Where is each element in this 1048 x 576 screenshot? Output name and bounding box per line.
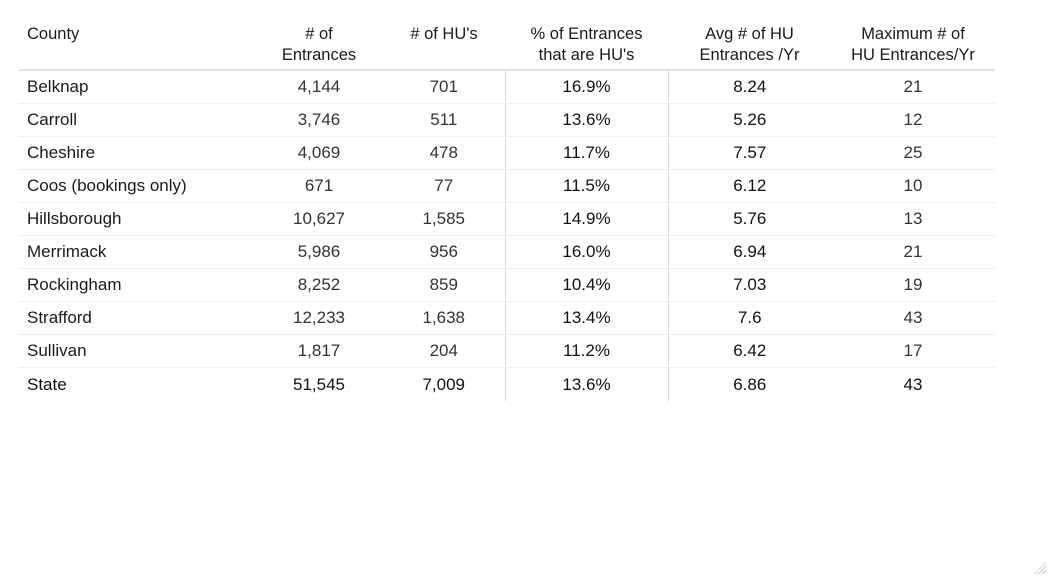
cell-county: State <box>19 367 255 401</box>
cell-hus: 478 <box>383 136 505 170</box>
cell-avg-hu-entrances: 5.76 <box>667 202 831 236</box>
cell-hus: 204 <box>383 334 505 368</box>
cell-entrances: 8,252 <box>255 268 383 302</box>
column-header-entrances: # of Entrances <box>255 22 383 71</box>
cell-hus: 77 <box>383 169 505 203</box>
header-line: Entrances /Yr <box>699 46 800 64</box>
table-row: Coos (bookings only) 671 77 11.5% 6.12 10 <box>19 169 995 203</box>
header-line: Maximum # of <box>861 25 965 43</box>
column-header-avg-hu-entrances: Avg # of HU Entrances /Yr <box>668 22 831 71</box>
cell-avg-hu-entrances: 7.6 <box>667 301 831 335</box>
column-header-hus: # of HU's <box>383 22 505 71</box>
cell-max-hu-entrances: 21 <box>831 70 995 104</box>
table-row: Carroll 3,746 511 13.6% 5.26 12 <box>19 103 995 137</box>
cell-county: Coos (bookings only) <box>19 169 255 203</box>
cell-max-hu-entrances: 43 <box>831 367 995 401</box>
cell-avg-hu-entrances: 6.86 <box>667 367 831 401</box>
header-line: # of <box>305 25 333 43</box>
county-entrances-table: County # of Entrances # of HU's % of Ent… <box>19 22 995 401</box>
table-row: Rockingham 8,252 859 10.4% 7.03 19 <box>19 268 995 302</box>
cell-entrances: 3,746 <box>255 103 383 137</box>
cell-county: Strafford <box>19 301 255 335</box>
table-body: Belknap 4,144 701 16.9% 8.24 21 Carroll 3,746 51… <box>19 70 995 401</box>
cell-max-hu-entrances: 12 <box>831 103 995 137</box>
cell-percent-hus: 14.9% <box>504 202 668 236</box>
cell-hus: 7,009 <box>383 367 505 401</box>
total-row: State 51,545 7,009 13.6% 6.86 43 <box>19 367 995 401</box>
table-row: Merrimack 5,986 956 16.0% 6.94 21 <box>19 235 995 269</box>
cell-entrances: 51,545 <box>255 367 383 401</box>
cell-entrances: 10,627 <box>255 202 383 236</box>
cell-hus: 859 <box>383 268 505 302</box>
table-row: Strafford 12,233 1,638 13.4% 7.6 43 <box>19 301 995 335</box>
column-header-county: County <box>19 22 255 71</box>
cell-hus: 956 <box>383 235 505 269</box>
cell-percent-hus: 11.7% <box>504 136 668 170</box>
table-row: Cheshire 4,069 478 11.7% 7.57 25 <box>19 136 995 170</box>
header-row: County # of Entrances # of HU's % of Ent… <box>19 22 995 71</box>
cell-avg-hu-entrances: 8.24 <box>667 70 831 104</box>
cell-county: Rockingham <box>19 268 255 302</box>
header-line: County <box>27 25 80 43</box>
cell-avg-hu-entrances: 7.57 <box>667 136 831 170</box>
cell-entrances: 5,986 <box>255 235 383 269</box>
cell-hus: 1,638 <box>383 301 505 335</box>
cell-percent-hus: 16.0% <box>504 235 668 269</box>
cell-entrances: 4,144 <box>255 70 383 104</box>
cell-hus: 511 <box>383 103 505 137</box>
cell-entrances: 12,233 <box>255 301 383 335</box>
cell-max-hu-entrances: 10 <box>831 169 995 203</box>
cell-avg-hu-entrances: 5.26 <box>667 103 831 137</box>
cell-county: Hillsborough <box>19 202 255 236</box>
cell-max-hu-entrances: 25 <box>831 136 995 170</box>
cell-max-hu-entrances: 19 <box>831 268 995 302</box>
cell-max-hu-entrances: 43 <box>831 301 995 335</box>
cell-entrances: 1,817 <box>255 334 383 368</box>
cell-hus: 701 <box>383 70 505 104</box>
cell-county: Belknap <box>19 70 255 104</box>
cell-percent-hus: 10.4% <box>504 268 668 302</box>
cell-max-hu-entrances: 21 <box>831 235 995 269</box>
cell-max-hu-entrances: 13 <box>831 202 995 236</box>
header-line: HU Entrances/Yr <box>851 46 975 64</box>
cell-entrances: 671 <box>255 169 383 203</box>
cell-percent-hus: 11.2% <box>504 334 668 368</box>
header-line: that are HU's <box>538 46 635 64</box>
cell-county: Sullivan <box>19 334 255 368</box>
cell-avg-hu-entrances: 6.42 <box>667 334 831 368</box>
cell-percent-hus: 11.5% <box>504 169 668 203</box>
cell-county: Cheshire <box>19 136 255 170</box>
table-row: Belknap 4,144 701 16.9% 8.24 21 <box>19 70 995 104</box>
cell-avg-hu-entrances: 7.03 <box>667 268 831 302</box>
column-header-percent-hus: % of Entrances that are HU's <box>505 22 668 71</box>
table-row: Sullivan 1,817 204 11.2% 6.42 17 <box>19 334 995 368</box>
header-line: % of Entrances <box>530 25 643 43</box>
table-row: Hillsborough 10,627 1,585 14.9% 5.76 13 <box>19 202 995 236</box>
cell-max-hu-entrances: 17 <box>831 334 995 368</box>
cell-percent-hus: 13.6% <box>504 103 668 137</box>
cell-entrances: 4,069 <box>255 136 383 170</box>
data-table-container: County # of Entrances # of HU's % of Ent… <box>19 22 995 401</box>
cell-percent-hus: 13.4% <box>504 301 668 335</box>
cell-avg-hu-entrances: 6.12 <box>667 169 831 203</box>
header-line: Entrances <box>281 46 357 64</box>
column-header-max-hu-entrances: Maximum # of HU Entrances/Yr <box>831 22 995 71</box>
cell-county: Carroll <box>19 103 255 137</box>
cell-hus: 1,585 <box>383 202 505 236</box>
cell-percent-hus: 13.6% <box>504 367 668 401</box>
header-line: # of HU's <box>410 25 478 43</box>
header-line: Avg # of HU <box>705 25 794 43</box>
cell-avg-hu-entrances: 6.94 <box>667 235 831 269</box>
resize-grip-icon[interactable] <box>1034 562 1046 574</box>
cell-county: Merrimack <box>19 235 255 269</box>
cell-percent-hus: 16.9% <box>504 70 668 104</box>
